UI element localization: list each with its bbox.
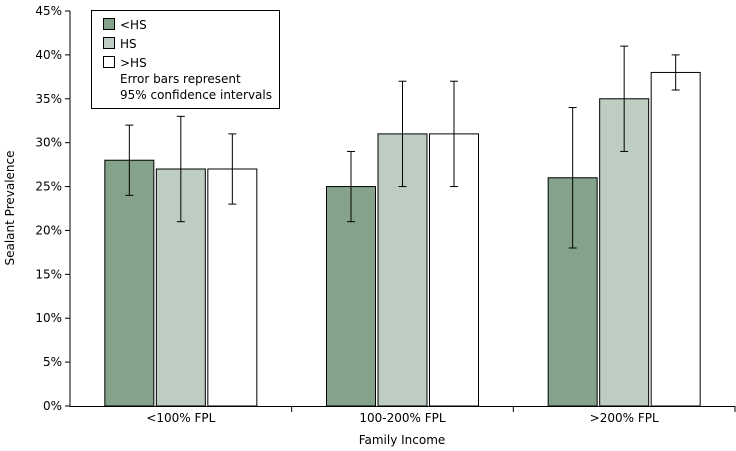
y-tick-label: 40% <box>35 48 62 62</box>
y-axis-label: Sealant Prevalence <box>3 150 17 265</box>
y-tick-label: 30% <box>35 136 62 150</box>
legend-label: >HS <box>120 56 147 70</box>
y-tick-label: 0% <box>43 399 62 413</box>
bar <box>104 159 155 407</box>
legend: <HS HS >HS Error bars represent 95% confiden… <box>91 10 280 109</box>
legend-swatch <box>103 37 115 49</box>
y-tick-label: 20% <box>35 223 62 237</box>
legend-label: HS <box>120 37 137 51</box>
legend-box <box>91 10 280 109</box>
bar <box>207 168 258 407</box>
legend-note: Error bars represent <box>120 72 241 86</box>
y-tick-label: 5% <box>43 355 62 369</box>
legend-label: <HS <box>120 18 147 32</box>
bar <box>650 71 701 407</box>
legend-swatch <box>103 56 115 68</box>
y-tick-label: 25% <box>35 180 62 194</box>
x-tick-label: >200% FPL <box>590 411 659 425</box>
x-axis-label: Family Income <box>359 433 446 447</box>
y-tick-label: 15% <box>35 267 62 281</box>
y-tick-label: 35% <box>35 92 62 106</box>
x-tick-label: 100-200% FPL <box>359 411 445 425</box>
legend-note: 95% confidence intervals <box>120 88 272 102</box>
legend-swatch <box>103 18 115 30</box>
y-tick-label: 45% <box>35 4 62 18</box>
x-tick-label: <100% FPL <box>146 411 215 425</box>
y-tick-label: 10% <box>35 311 62 325</box>
